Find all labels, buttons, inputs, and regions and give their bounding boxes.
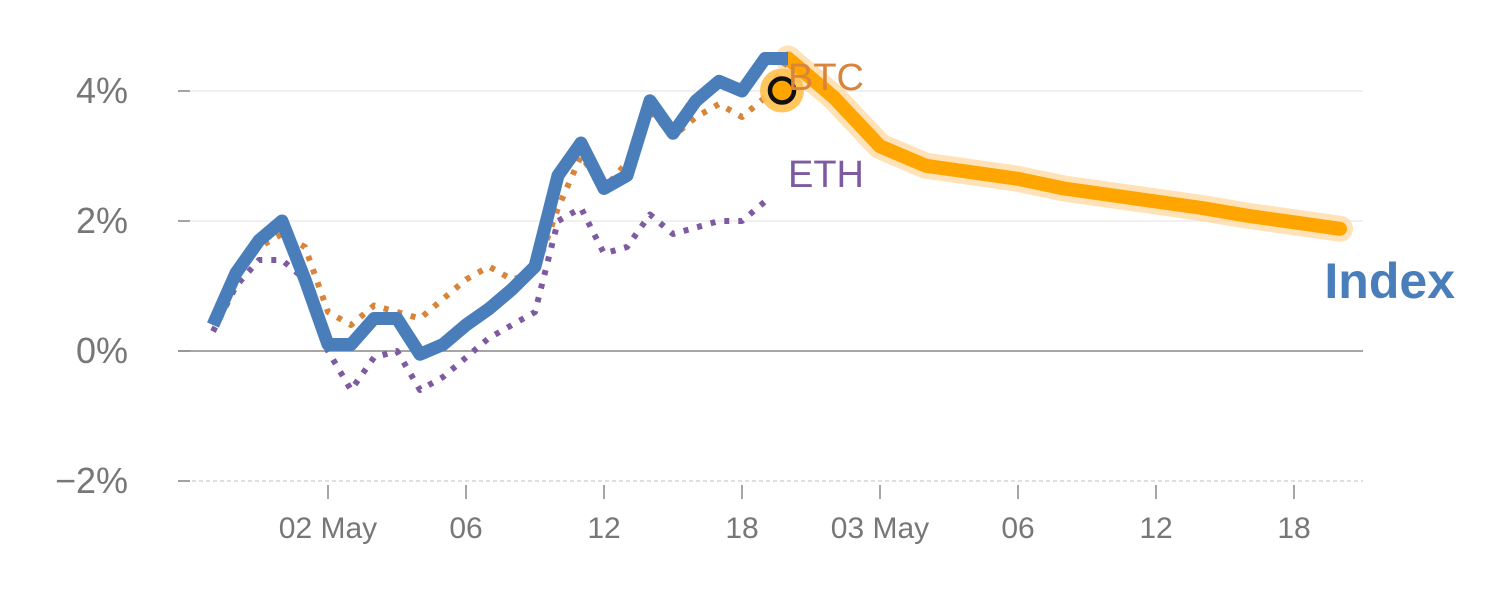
y-tick-label: −2% (55, 460, 128, 501)
x-tick-label: 12 (587, 512, 620, 545)
series-label-index: Index (1324, 253, 1455, 309)
series-layer (207, 45, 1353, 393)
y-axis: 4% 2% 0% −2% (55, 70, 190, 501)
x-tick-label: 06 (449, 512, 482, 545)
series-label-eth: ETH (788, 154, 864, 196)
y-tick-label: 0% (76, 330, 128, 371)
series-line-btc (210, 56, 791, 328)
series-line-eth (210, 199, 767, 393)
grid-lines (178, 90, 1363, 482)
series-label-btc: BTC (788, 57, 864, 99)
x-tick-label: 02 May (279, 512, 377, 545)
series-labels: BTC ETH Index (788, 57, 1455, 309)
x-tick-label: 06 (1001, 512, 1034, 545)
x-tick-label: 18 (725, 512, 758, 545)
x-tick-label: 18 (1277, 512, 1310, 545)
series-line-index (207, 52, 788, 361)
y-tick-label: 4% (76, 70, 128, 111)
x-tick-label: 12 (1139, 512, 1172, 545)
series-line-projection (781, 51, 1347, 236)
y-tick-label: 2% (76, 200, 128, 241)
x-tick-label: 03 May (831, 512, 929, 545)
x-axis: 02 May 06 12 18 03 May 06 12 18 (279, 485, 1311, 545)
current-point-marker (767, 76, 797, 105)
